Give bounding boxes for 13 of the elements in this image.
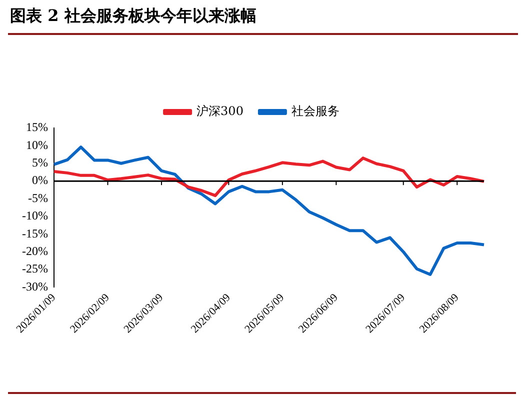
legend-label: 社会服务 xyxy=(291,104,340,118)
y-tick-label: -25% xyxy=(22,262,48,276)
y-tick-label: -10% xyxy=(22,208,48,223)
legend-label: 沪深300 xyxy=(196,104,244,118)
y-tick-label: 5% xyxy=(32,156,48,170)
y-tick-label: -5% xyxy=(28,190,48,205)
y-tick-label: -30% xyxy=(22,279,48,294)
chart-title: 图表 2 社会服务板块今年以来涨幅 xyxy=(8,4,518,35)
y-tick-label: -15% xyxy=(22,226,48,240)
y-tick-label: -20% xyxy=(22,244,48,258)
y-tick-label: 15% xyxy=(26,120,48,134)
y-tick-label: 10% xyxy=(26,138,48,152)
y-tick-label: 0% xyxy=(32,173,48,188)
